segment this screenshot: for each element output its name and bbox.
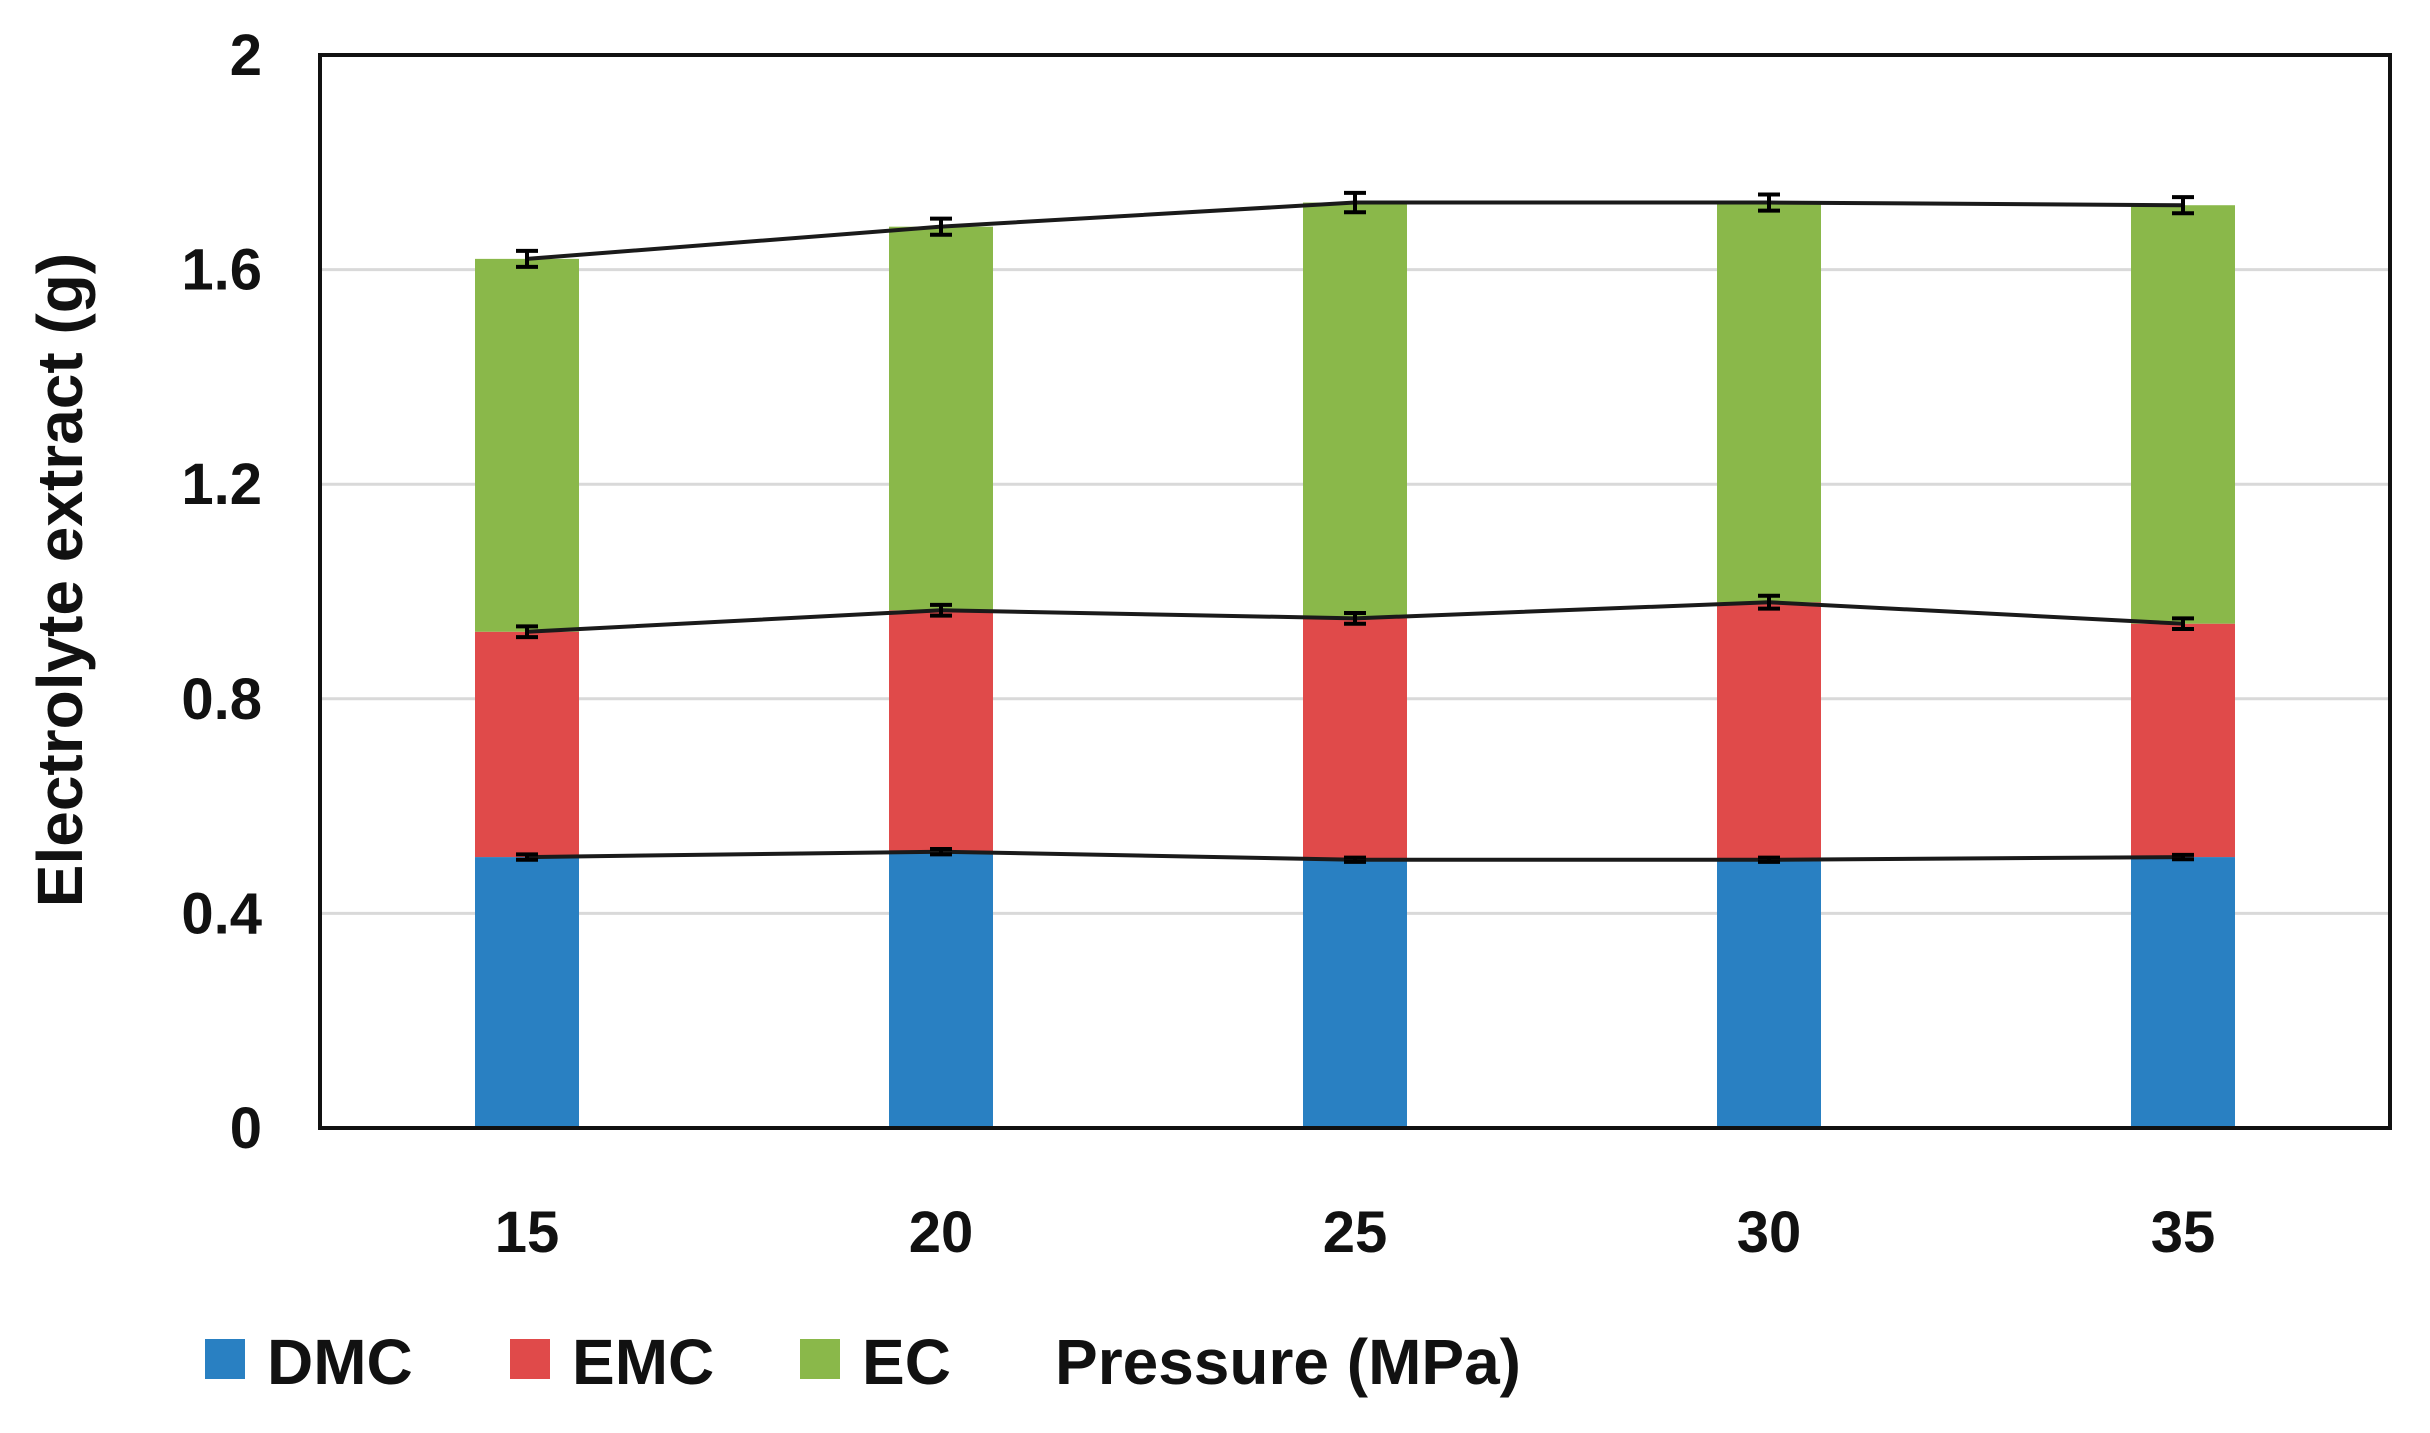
error-bar-emc-35 — [2172, 616, 2194, 632]
error-bar-ec-35 — [2172, 195, 2194, 216]
legend: DMC EMC EC — [205, 1326, 951, 1398]
error-bar-ec-25 — [1344, 190, 1366, 215]
bar-emc-25 — [1303, 618, 1407, 860]
legend-label-emc: EMC — [572, 1326, 714, 1398]
x-tick-label: 20 — [909, 1200, 974, 1265]
bar-dmc-15 — [475, 857, 579, 1128]
bars — [475, 202, 2235, 1128]
bar-emc-20 — [889, 610, 993, 852]
bar-ec-25 — [1303, 202, 1407, 619]
plot-frame — [318, 53, 2392, 1130]
bar-ec-30 — [1717, 202, 1821, 603]
legend-label-ec: EC — [862, 1326, 951, 1398]
x-tick-label: 30 — [1737, 1200, 1802, 1265]
bar-dmc-20 — [889, 851, 993, 1128]
y-tick-label: 0 — [230, 1096, 262, 1161]
bar-dmc-30 — [1717, 859, 1821, 1128]
legend-item-ec: EC — [800, 1326, 951, 1398]
error-bars — [516, 190, 2194, 864]
bar-emc-30 — [1717, 602, 1821, 860]
legend-item-dmc: DMC — [205, 1326, 413, 1398]
error-bar-emc-20 — [930, 602, 952, 618]
error-bar-dmc-20 — [930, 847, 952, 857]
error-bar-dmc-35 — [2172, 852, 2194, 862]
legend-label-dmc: DMC — [267, 1326, 413, 1398]
error-bar-dmc-25 — [1344, 855, 1366, 864]
error-bar-ec-15 — [516, 248, 538, 269]
y-tick-labels: 0 0.4 0.8 1.2 1.6 2 — [181, 23, 262, 1161]
legend-swatch-emc — [510, 1339, 550, 1379]
error-bar-emc-15 — [516, 624, 538, 640]
bar-dmc-35 — [2131, 857, 2235, 1128]
error-bar-emc-25 — [1344, 610, 1366, 626]
legend-item-emc: EMC — [510, 1326, 714, 1398]
x-axis-label: Pressure (MPa) — [1055, 1326, 1521, 1398]
bar-ec-20 — [889, 226, 993, 611]
error-bar-ec-30 — [1758, 192, 1780, 213]
legend-swatch-ec — [800, 1339, 840, 1379]
bar-ec-15 — [475, 258, 579, 632]
y-tick-label: 0.4 — [181, 881, 262, 946]
x-tick-label: 35 — [2151, 1200, 2216, 1265]
error-bar-ec-20 — [930, 216, 952, 237]
error-bar-dmc-15 — [516, 852, 538, 862]
y-tick-label: 0.8 — [181, 667, 262, 732]
y-tick-label: 2 — [230, 23, 262, 88]
x-tick-label: 25 — [1323, 1200, 1388, 1265]
bar-emc-35 — [2131, 623, 2235, 858]
y-tick-label: 1.2 — [181, 452, 262, 517]
y-tick-label: 1.6 — [181, 238, 262, 303]
error-bar-dmc-30 — [1758, 855, 1780, 864]
bar-ec-35 — [2131, 205, 2235, 624]
bar-dmc-25 — [1303, 859, 1407, 1128]
x-tick-labels: 15 20 25 30 35 — [495, 1200, 2216, 1265]
y-axis-label: Electrolyte extract (g) — [24, 253, 96, 907]
legend-swatch-dmc — [205, 1339, 245, 1379]
error-bar-emc-30 — [1758, 593, 1780, 611]
x-tick-label: 15 — [495, 1200, 560, 1265]
bar-emc-15 — [475, 631, 579, 858]
